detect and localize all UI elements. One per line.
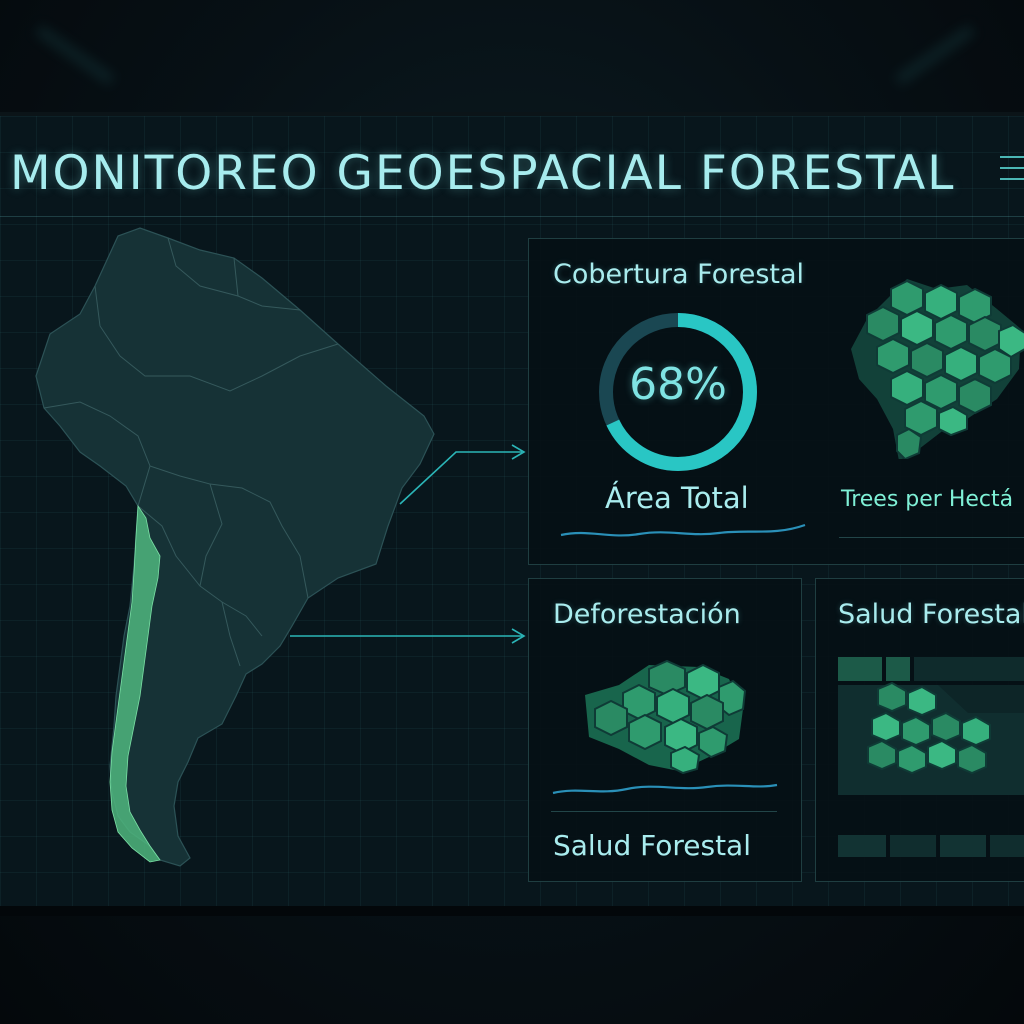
page-title: MONITOREO GEOESPACIAL FORESTAL bbox=[10, 146, 956, 201]
ceiling-light bbox=[35, 25, 115, 85]
continent-shape bbox=[35, 227, 435, 867]
deforestation-hex-map bbox=[585, 659, 747, 775]
coverage-gauge: 68% bbox=[597, 311, 759, 473]
chile-highlight bbox=[109, 504, 161, 863]
deforestacion-panel[interactable]: Deforestación Salud Forestal bbox=[528, 578, 802, 882]
panel-title-cobertura: Cobertura Forestal bbox=[553, 259, 805, 290]
salud-forestal-panel[interactable]: Salud Forestal bbox=[815, 578, 1024, 882]
dashboard-screen: MONITOREO GEOESPACIAL FORESTAL Cobertura… bbox=[0, 112, 1024, 916]
area-total-label: Área Total bbox=[605, 481, 749, 515]
cobertura-forestal-panel[interactable]: Cobertura Forestal 68% Área Total bbox=[528, 238, 1024, 565]
salud-forestal-sublabel: Salud Forestal bbox=[553, 829, 751, 862]
trees-divider bbox=[839, 537, 1024, 538]
area-wave-line bbox=[560, 523, 806, 537]
trees-per-hectare-label: Trees per Hectá bbox=[841, 487, 1014, 512]
hamburger-menu-icon[interactable] bbox=[994, 154, 1024, 182]
health-legend-bar bbox=[838, 835, 1024, 857]
gauge-value: 68% bbox=[629, 359, 727, 410]
gauge-progress-arc bbox=[599, 313, 757, 471]
deforestation-wave-line bbox=[552, 783, 778, 795]
title-divider bbox=[0, 216, 1024, 217]
forest-health-heatmap bbox=[838, 657, 1024, 795]
country-borders bbox=[43, 237, 339, 667]
panel-title-salud: Salud Forestal bbox=[838, 599, 1024, 630]
panel-title-deforestacion: Deforestación bbox=[553, 599, 741, 630]
gauge-ring-icon bbox=[599, 313, 757, 471]
deforestation-divider bbox=[551, 811, 777, 812]
brazil-hex-map bbox=[851, 279, 1024, 459]
south-america-map[interactable] bbox=[0, 226, 470, 876]
ceiling-light bbox=[895, 25, 975, 85]
